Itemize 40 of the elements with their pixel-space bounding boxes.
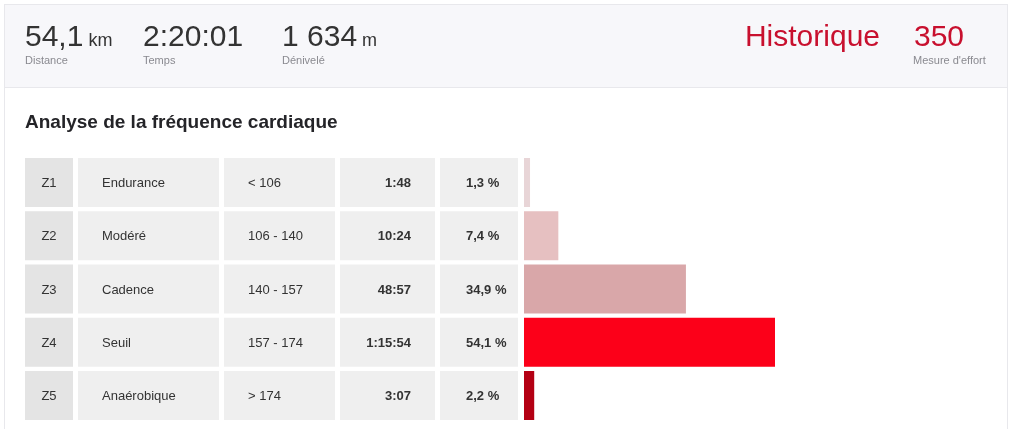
bar [524, 211, 559, 261]
y-tick-label: Z3 [41, 281, 57, 297]
bar [524, 158, 531, 207]
y-tick-label: Z2 [41, 228, 57, 244]
text: Dénivelé [282, 54, 325, 66]
data-label: 34,9 % [466, 281, 507, 297]
text: Temps [143, 54, 176, 66]
data-label: 1,3 % [466, 175, 500, 190]
y-tick-label: Z5 [41, 388, 57, 403]
text: Historique [744, 19, 880, 52]
text: 157 - 174 [248, 334, 303, 350]
text: > 174 [248, 388, 281, 403]
text: 2:20:01 [143, 19, 244, 52]
text: 10:24 [377, 228, 412, 244]
text: 350 [914, 19, 965, 52]
bar [524, 317, 775, 367]
data-label: 2,2 % [466, 388, 500, 403]
text: Mesure d'effort [913, 54, 986, 66]
data-label: 54,1 % [466, 334, 507, 350]
text: 140 - 157 [248, 281, 303, 297]
text: Cadence [102, 281, 155, 297]
text: Anaérobique [102, 388, 176, 403]
text: Endurance [102, 175, 165, 190]
bar [524, 264, 686, 314]
text: Analyse de la fréquence cardiaque [25, 111, 338, 132]
text: 1:15:54 [366, 334, 412, 350]
y-tick-label: Z1 [41, 175, 57, 190]
text: 1:48 [384, 175, 411, 190]
text: Seuil [102, 334, 132, 350]
data-label: 7,4 % [466, 228, 500, 244]
text: 54,1 km [25, 19, 113, 52]
text: < 106 [248, 175, 281, 190]
text: 48:57 [377, 281, 411, 297]
text: Modéré [102, 228, 147, 244]
text: 3:07 [384, 388, 411, 403]
y-tick-label: Z4 [41, 334, 57, 350]
text: Distance [25, 54, 68, 66]
text: 1 634 m [282, 19, 378, 52]
bar [524, 371, 535, 420]
text: 106 - 140 [248, 228, 303, 244]
